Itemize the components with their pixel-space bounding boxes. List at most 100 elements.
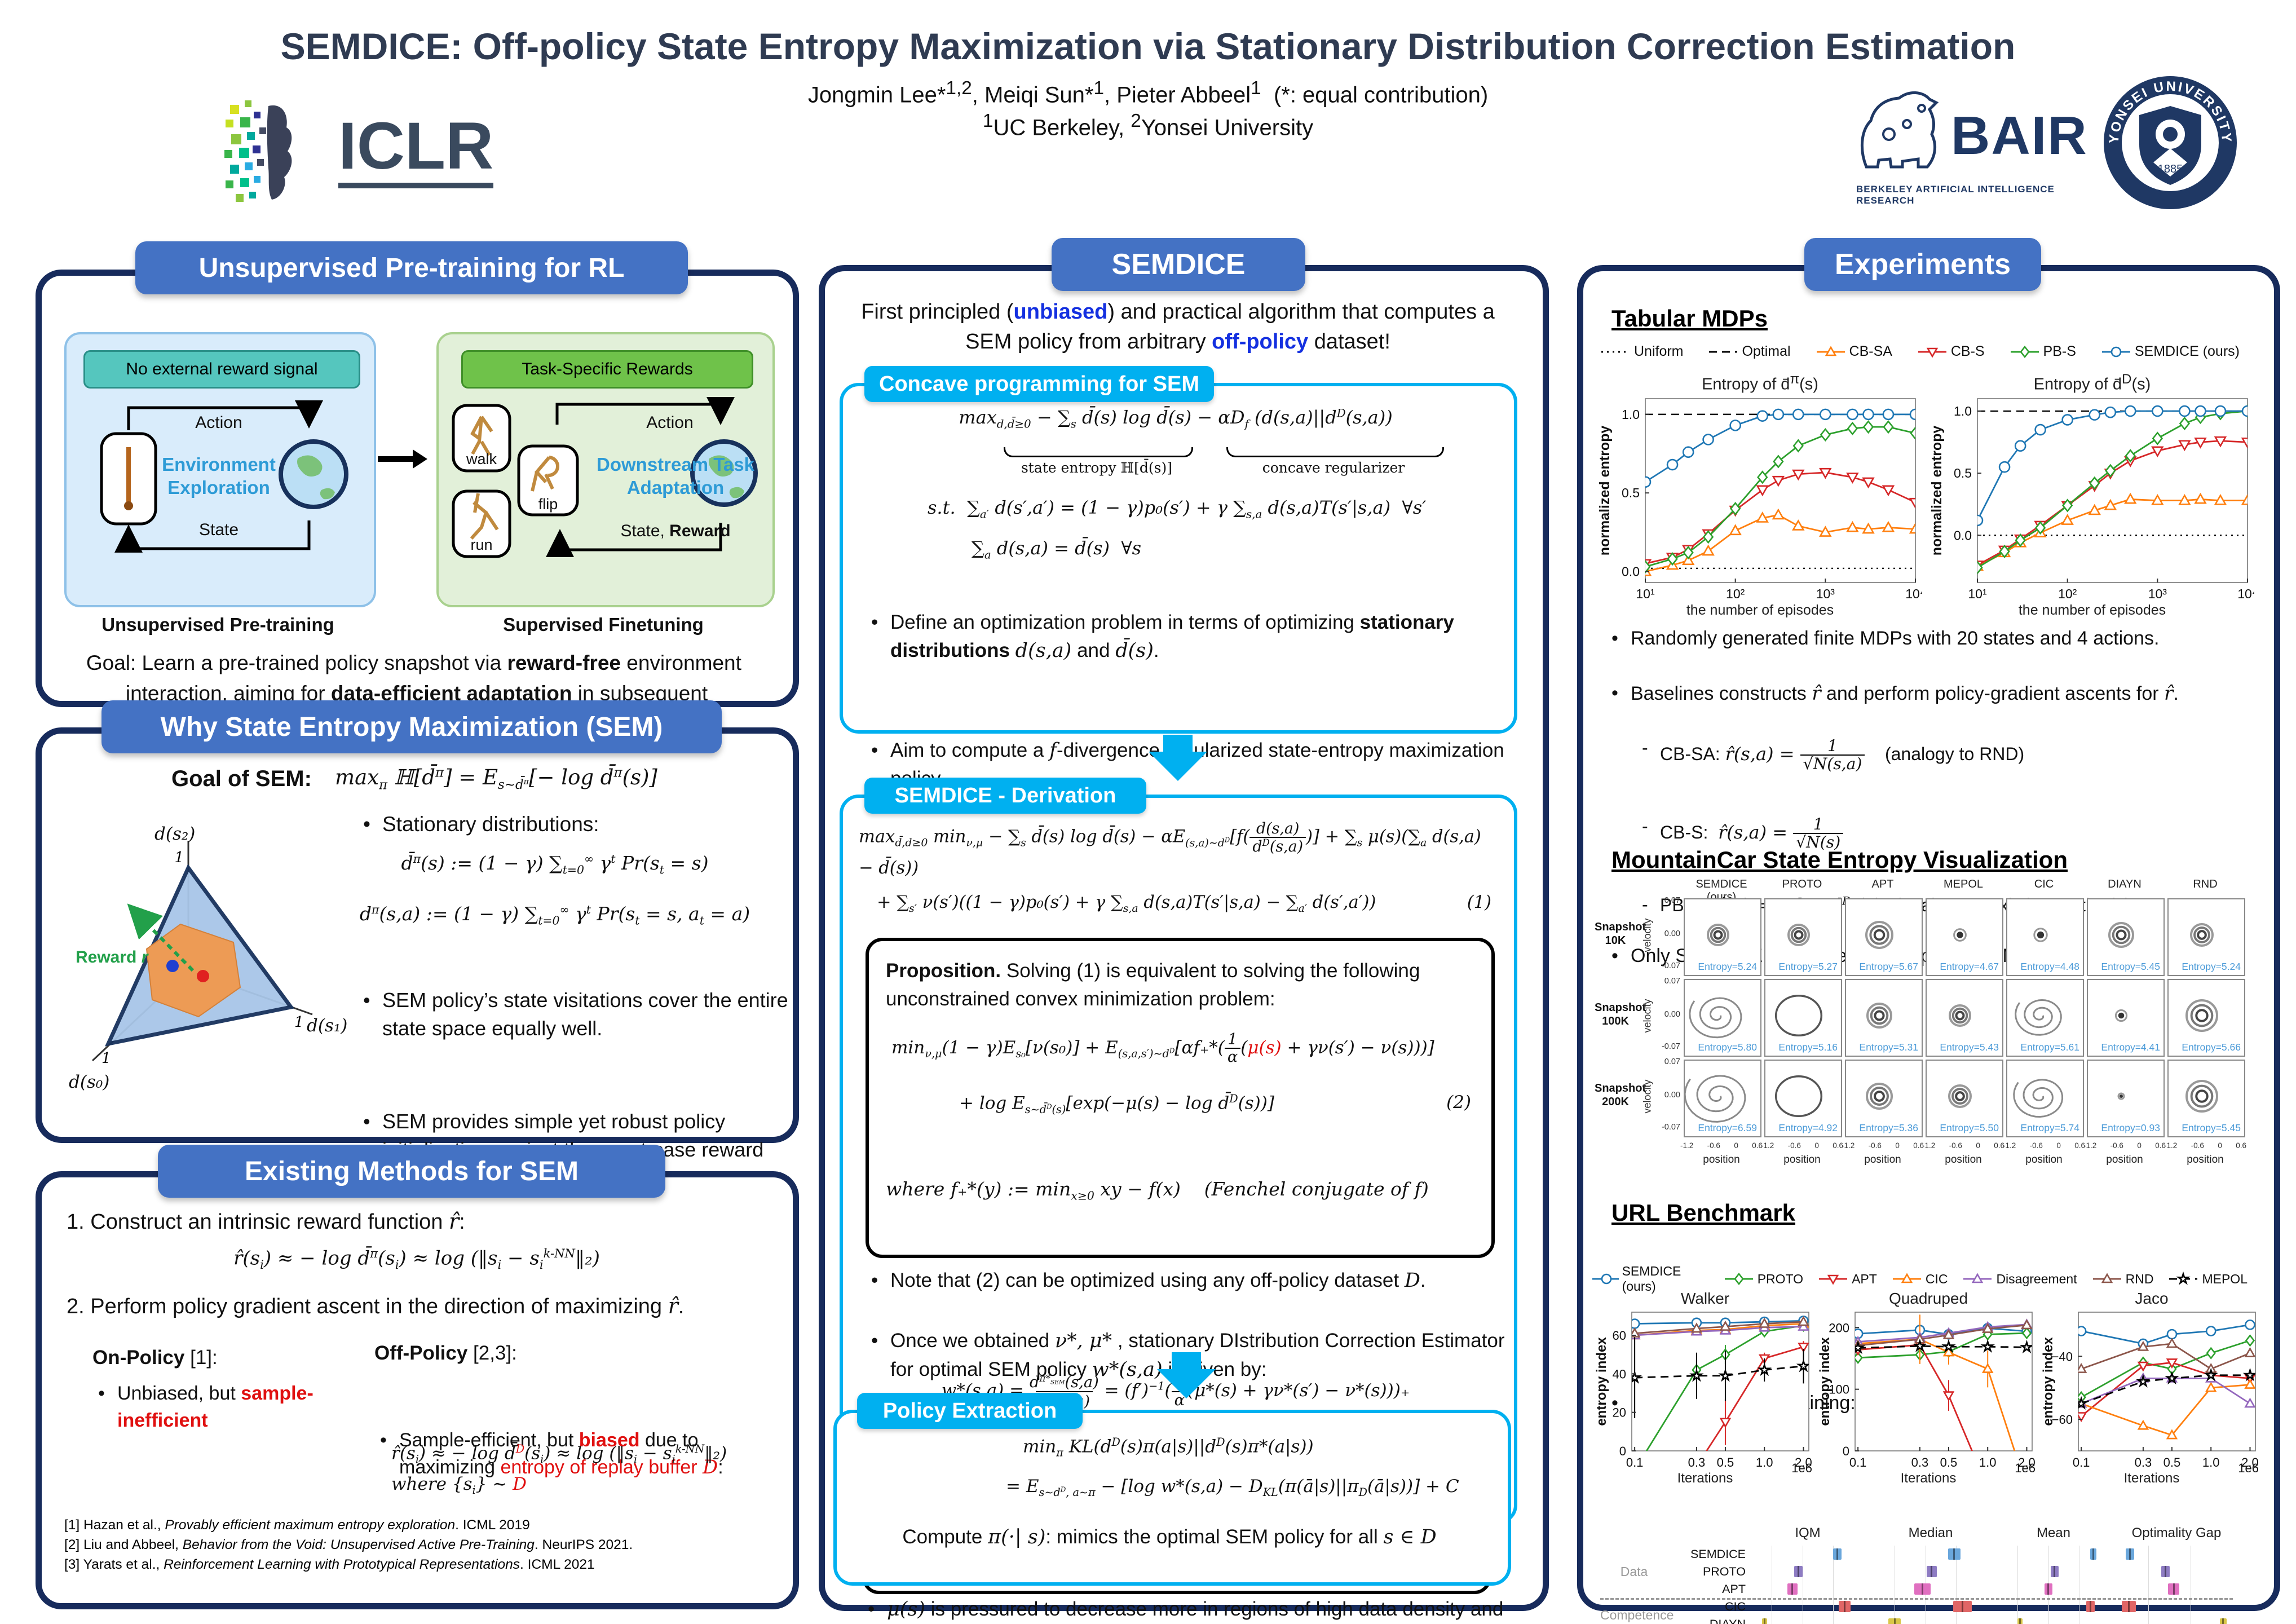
policy-eq2: = Es∼dD, a∼π − [log w*(s,a) − DKL(π(ā|s)… [1006, 1476, 1459, 1499]
flow-arrow-head [413, 449, 427, 469]
adapt-bar-CIC-Median [1953, 1601, 1972, 1612]
adapt-bar-APT-Optimality Gap [2168, 1583, 2179, 1595]
legend-item-SEMDICE (ours): SEMDICE (ours) [1591, 1264, 1709, 1294]
svg-text:0.0: 0.0 [1954, 528, 1972, 542]
svg-text:−60: −60 [2052, 1413, 2073, 1427]
legend-item-SEMDICE (ours): SEMDICE (ours) [2101, 343, 2240, 360]
concave-main-eq: maxd,d̄≥0 − ∑s d̄(s) log d̄(s) − αDf (d(… [959, 407, 1393, 431]
dbar-eq: d̄π(s) := (1 − γ) ∑t=0∞ γt Pr(st = s) [401, 852, 709, 877]
proposition-eq2b: + log Es∼d̄D(s)[exp(−μ(s) − log d̄D(s))] [959, 1092, 1274, 1116]
mc-row-Snapshot 200K: Snapshot 200K [1595, 1082, 1646, 1108]
eq2-number: (2) [1446, 1092, 1471, 1113]
iclr-logo: ICLR [220, 95, 513, 213]
adapt-bar-SEMDICE-Mean [2090, 1548, 2097, 1560]
svg-text:0: 0 [1843, 1444, 1849, 1458]
concave-bullet-1: Define an optimization problem in terms … [866, 608, 1516, 665]
goal-of-sem-eq: maxπ ℍ[d̄π] = Es∼d̄π[− log d̄π(s)] [335, 765, 657, 793]
reference-3: [3] Yarats et al., Reinforcement Learnin… [64, 1556, 595, 1572]
policy-header-pill: Policy Extraction [857, 1393, 1083, 1429]
svg-text:200: 200 [1829, 1321, 1849, 1335]
mc-cell: Entropy=4.48 [2006, 898, 2084, 976]
box-why-sem: Goal of SEM: maxπ ℍ[d̄π] = Es∼d̄π[− log … [36, 727, 799, 1190]
mc-cell: Entropy=5.80 [1684, 979, 1761, 1057]
proposition-title: Proposition. Solving (1) is equivalent t… [886, 960, 1420, 1010]
pretraining-loop-diagram [100, 400, 348, 553]
proposition-eq2a: minν,μ(1 − γ)Es₀[ν(s₀)] + E(s,a,s′)∼dD[α… [891, 1031, 1434, 1066]
mc-col-CIC: CIC [2034, 878, 2054, 890]
tabular-bullet-1: Randomly generated finite MDPs with 20 s… [1606, 628, 2268, 650]
adapt-bar-SEMDICE-Median [1948, 1548, 1961, 1560]
reference-2: [2] Liu and Abbeel, Behavior from the Vo… [64, 1537, 633, 1552]
chart-title: Jaco [2135, 1290, 2169, 1307]
adapt-group-Data: Data [1620, 1564, 1648, 1579]
legend-item-PB-S: PB-S [2010, 343, 2076, 360]
flip-box-label: flip [538, 496, 558, 513]
fenchel-note: where f₊*(y) := minx≥0 xy − f(x) (Fenche… [886, 1178, 1429, 1203]
adapt-bar-PROTO-IQM [1794, 1566, 1803, 1577]
authors-line: Jongmin Lee*1,2, Meiqi Sun*1, Pieter Abb… [807, 78, 1489, 108]
legend-item-Optimal: Optimal [1709, 343, 1791, 359]
mountaincar-grid: SEMDICE (ours) PROTO APT MEPOL CIC DIAYN RND Sn… [1595, 878, 2246, 1166]
svg-text:10³: 10³ [2148, 586, 2167, 601]
reward-r-label: Reward r [76, 948, 148, 967]
axis-s1-label: d(s₁) [307, 1016, 348, 1036]
url-benchmark-heading: URL Benchmark [1611, 1199, 1795, 1226]
derivation-header-label: SEMDICE - Derivation [894, 783, 1116, 807]
svg-text:−40: −40 [2052, 1349, 2073, 1363]
mc-cell: Entropy=5.67 [1845, 898, 1923, 976]
mc-cell: Entropy=5.66 [2167, 979, 2245, 1057]
derivation-header-pill: SEMDICE - Derivation [864, 778, 1146, 814]
adapt-row-APT: APT [1722, 1582, 1746, 1596]
cbs-item: CB-S: r̂(s,a) = 1√N(s) [1634, 815, 2269, 851]
svg-text:0.3: 0.3 [1911, 1455, 1929, 1469]
finetuning-caption: Supervised Finetuning [503, 614, 704, 635]
box2-header-label: Why State Entropy Maximization (SEM) [160, 712, 663, 742]
references: [1] Hazan et al., Provably efficient max… [64, 1516, 769, 1574]
adapt-row-DIAYN: DIAYN [1709, 1617, 1746, 1624]
adaptation-chart: IQM0.150.300.45Median0.150.300.45Mean0.1… [1600, 1525, 2254, 1624]
svg-text:entropy index: entropy index [2041, 1337, 2056, 1426]
bair-wordmark: BAIR [1951, 105, 2088, 166]
svg-text:0.5: 0.5 [2163, 1455, 2181, 1469]
mc-cell: Entropy=5.27 [1764, 898, 1842, 976]
bair-caption: BERKELEY ARTIFICIAL INTELLIGENCE RESEARC… [1856, 184, 2055, 206]
policy-eq1: minπ KL(dD(s)π(a|s)||dD(s)π*(a|s)) [1023, 1436, 1314, 1459]
chart-title: Entropy of d̄D(s) [2033, 372, 2151, 394]
legend-item-RND: RND [2092, 1272, 2153, 1287]
policy-gradient-item: 2. Perform policy gradient ascent in the… [67, 1294, 685, 1318]
svg-text:entropy index: entropy index [1595, 1337, 1609, 1426]
sem-coverage-bullet: SEM policy’s state visitations cover the… [357, 986, 788, 1043]
legend-item-APT: APT [1818, 1272, 1877, 1287]
box2-header-pill: Why State Entropy Maximization (SEM) [101, 700, 722, 753]
svg-text:10⁴: 10⁴ [1905, 586, 1922, 601]
page-title: SEMDICE: Off-policy State Entropy Maximi… [280, 25, 2016, 67]
svg-text:0.5: 0.5 [1940, 1455, 1958, 1469]
chart-quadruped: Quadruped 0 100 200 0.1 0.3 0.5 1.0 2.0 entropy i… [1817, 1290, 2039, 1486]
chart-title: Walker [1680, 1290, 1730, 1307]
offpolicy-eq: r̂(si) ≈ − log d̄D(si) ≈ log (‖si − sik-… [391, 1442, 727, 1466]
svg-text:entropy index: entropy index [1818, 1337, 1833, 1426]
onpolicy-title: On-Policy [1]: [92, 1347, 218, 1369]
right-action-label: Action [646, 413, 694, 432]
right-state-label: State, Reward [620, 522, 731, 540]
proposition-box: Proposition. Solving (1) is equivalent t… [866, 938, 1495, 1258]
mc-cell: Entropy=5.24 [2167, 898, 2245, 976]
svg-text:2.0: 2.0 [2241, 1455, 2259, 1469]
adapt-bar-CIC-IQM [1838, 1601, 1851, 1612]
derivation-note-1: Note that (2) can be optimized using any… [866, 1269, 1516, 1292]
url-legend: SEMDICE (ours) PROTO APT CIC Disagreement RND… [1591, 1264, 2262, 1294]
mc-col-DIAYN: DIAYN [2108, 878, 2142, 890]
chart-jaco: Jaco −40 −60 0.1 0.3 0.5 1.0 2.0 entropy index It… [2041, 1290, 2262, 1486]
svg-text:2.0: 2.0 [1795, 1455, 1812, 1469]
mc-cell: Entropy=6.59 [1684, 1060, 1761, 1137]
simplex-diagram: 1 1 1 [91, 841, 313, 1067]
experiments-header-pill: Experiments [1804, 238, 2041, 291]
down-arrow-1 [1149, 752, 1207, 781]
svg-text:2.0: 2.0 [2018, 1455, 2036, 1469]
concave-header-label: Concave programming for SEM [879, 372, 1199, 396]
intrinsic-reward-eq: r̂(si) ≈ − log d̄π(si) ≈ log (‖si − sik-… [233, 1246, 600, 1272]
svg-text:1: 1 [174, 849, 184, 866]
adapt-bar-PROTO-Mean [2050, 1566, 2059, 1577]
no-reward-pill: No external reward signal [83, 350, 360, 389]
mc-row-Snapshot 100K: Snapshot 100K [1595, 1001, 1646, 1027]
